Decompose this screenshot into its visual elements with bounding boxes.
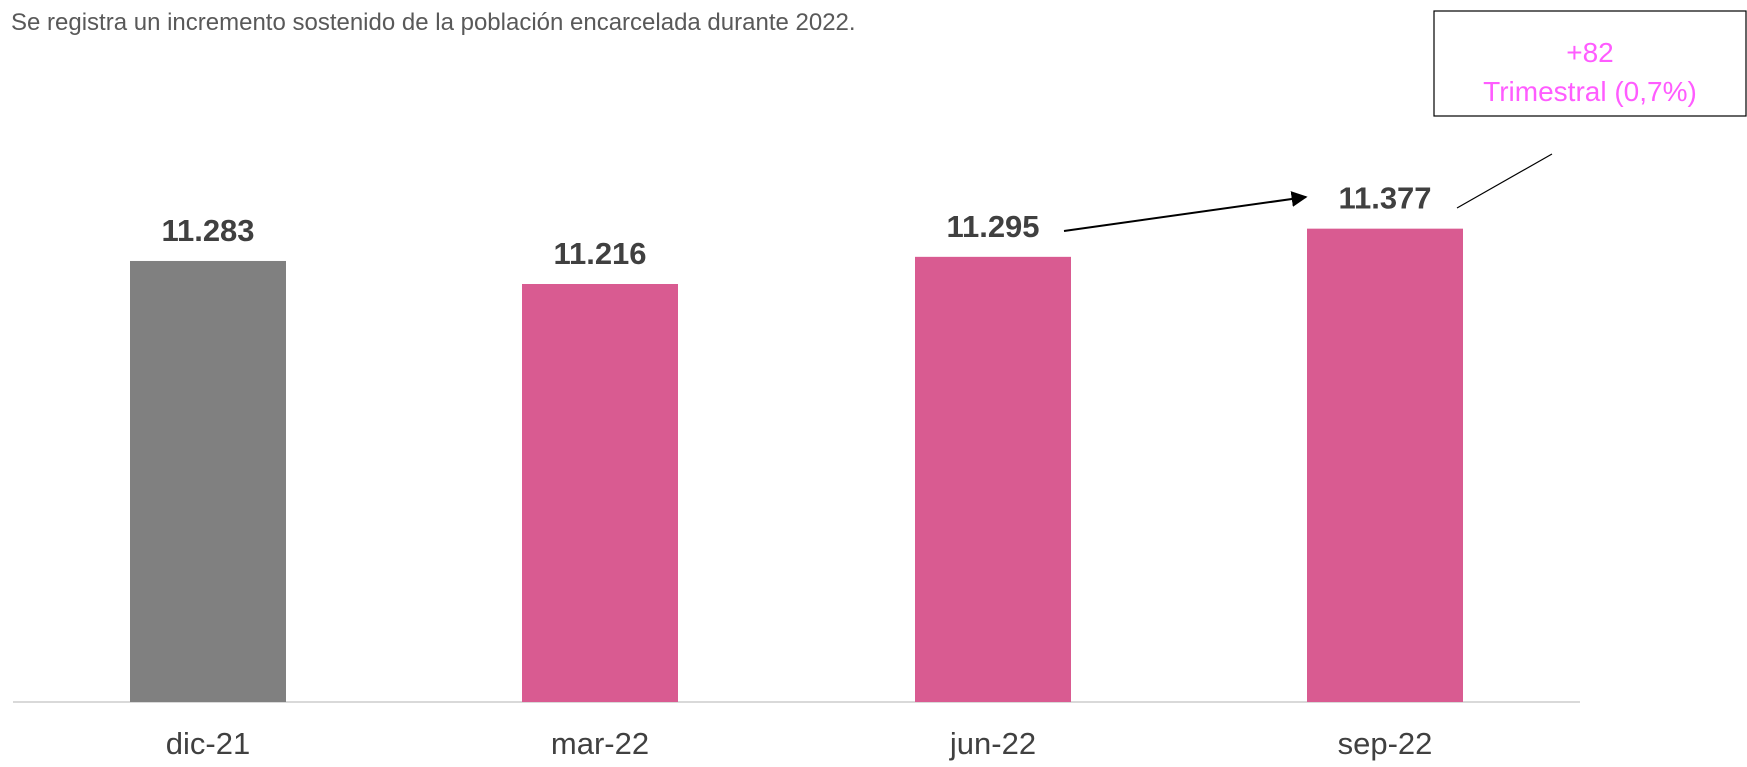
subtitle: Se registra un incremento sostenido de l… bbox=[11, 9, 856, 36]
value-label: 11.283 bbox=[161, 213, 254, 248]
value-label: 11.295 bbox=[946, 209, 1039, 244]
x-tick-label: sep-22 bbox=[1338, 726, 1433, 761]
bar bbox=[522, 284, 678, 702]
annotation-text: Trimestral (0,7%) bbox=[1483, 76, 1697, 107]
bar bbox=[915, 256, 1071, 702]
bar bbox=[1307, 228, 1463, 702]
x-tick-label: mar-22 bbox=[551, 726, 649, 761]
value-label: 11.216 bbox=[553, 236, 646, 271]
annotation-box bbox=[1433, 10, 1747, 117]
annotation-arrow bbox=[1063, 191, 1308, 232]
value-label: 11.377 bbox=[1338, 181, 1431, 216]
x-tick-label: jun-22 bbox=[949, 726, 1036, 761]
annotation-leader bbox=[1456, 153, 1553, 209]
x-tick-label: dic-21 bbox=[166, 726, 250, 761]
annotation-text: +82 bbox=[1566, 37, 1614, 68]
bar bbox=[130, 260, 286, 702]
